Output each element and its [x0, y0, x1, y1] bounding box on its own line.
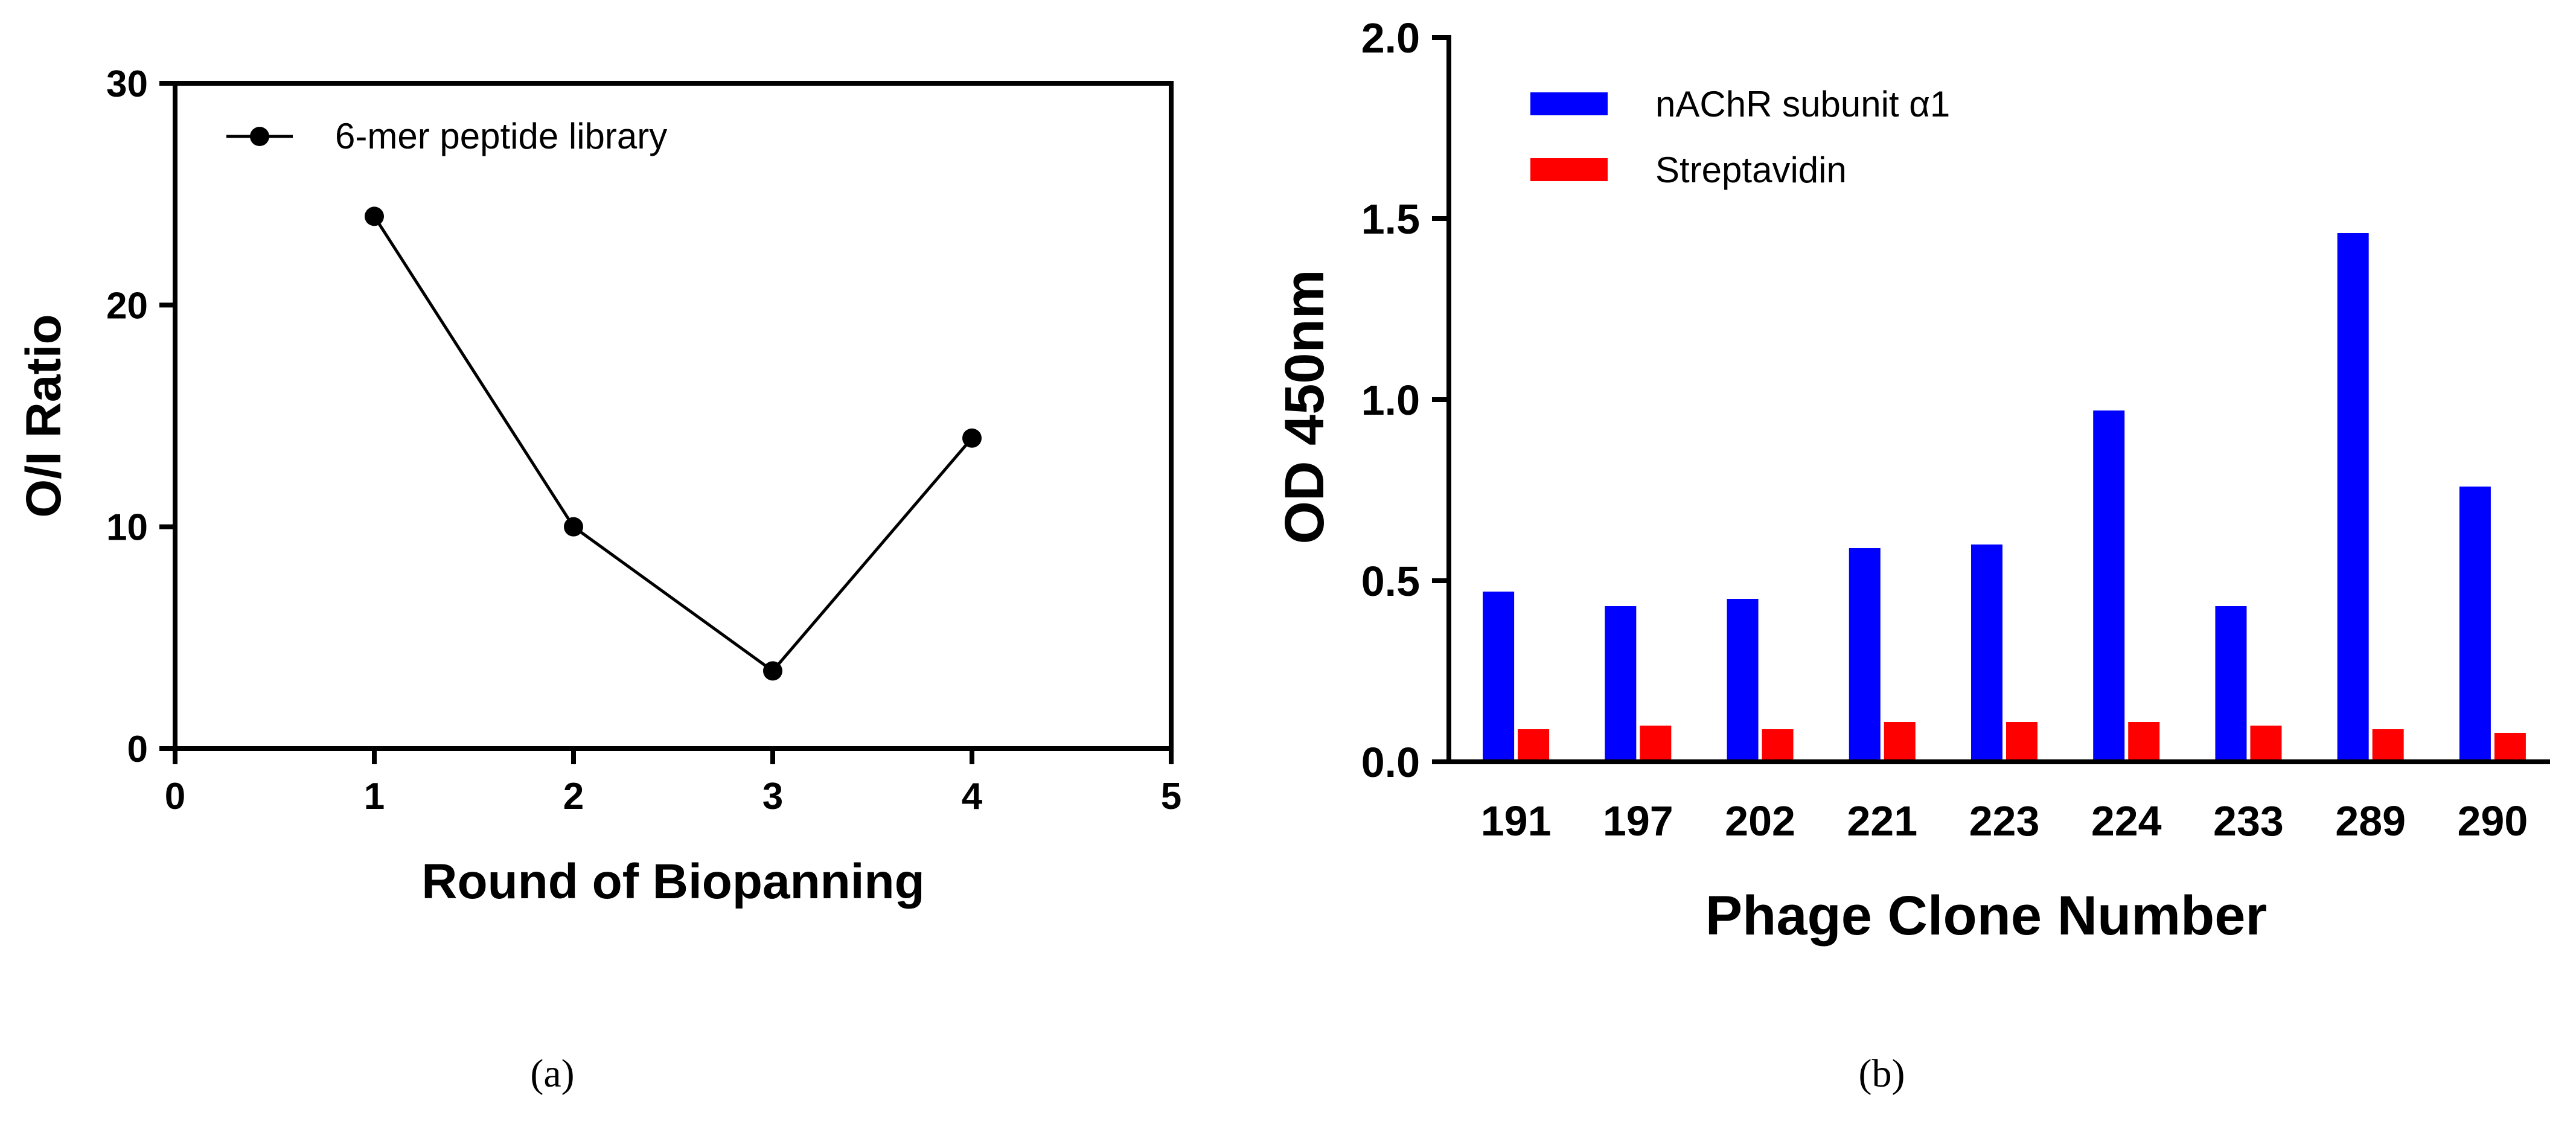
chart-b-x-tick-label: 223 [1969, 797, 2040, 845]
chart-b-bar-nachr [2093, 410, 2125, 762]
chart-b-bar-nachr [2337, 233, 2369, 762]
chart-b-y-axis-title: OD 450nm [1274, 269, 1335, 544]
chart-b-bar-nachr [1605, 606, 1637, 762]
chart-b-bar-streptavidin [1884, 722, 1916, 762]
chart-a-line-chart: 0 1 2 3 4 5 0 10 20 30 6-mer peptide library Roun… [16, 63, 1181, 1096]
chart-b-bar-nachr [2459, 487, 2491, 762]
chart-a-x-axis-title: Round of Biopanning [421, 854, 924, 909]
chart-b-y-tick-label: 1.5 [1361, 196, 1420, 243]
chart-a-legend-marker [250, 127, 269, 146]
chart-a-y-tick-label: 20 [106, 285, 148, 327]
chart-a-x-tick-label: 3 [762, 776, 783, 817]
chart-b-y-tick-label: 2.0 [1361, 14, 1420, 62]
chart-b-x-tick-label: 233 [2213, 797, 2284, 845]
chart-b-y-tick-label: 0.0 [1361, 739, 1420, 786]
chart-a-y-axis-title: O/I Ratio [16, 314, 71, 517]
chart-b-bar-streptavidin [2494, 733, 2526, 762]
chart-a-series-line [372, 216, 973, 673]
chart-b-bar-streptavidin [2128, 722, 2160, 762]
chart-a-legend: 6-mer peptide library [226, 116, 667, 156]
chart-b-x-tick-label: 289 [2335, 797, 2406, 845]
chart-b-x-tick-label: 221 [1847, 797, 1917, 845]
chart-b-bar-streptavidin [2250, 726, 2282, 762]
chart-b-y-tick-label: 1.0 [1361, 377, 1420, 424]
chart-b-panel-label: (b) [1859, 1052, 1905, 1096]
chart-b-bar-nachr [1727, 599, 1759, 762]
chart-a-data-point [564, 517, 583, 537]
chart-a-x-tick-label: 0 [165, 776, 185, 817]
chart-a-data-point [365, 206, 384, 226]
chart-a-data-point [962, 428, 982, 448]
chart-b-bar-streptavidin [1640, 726, 1672, 762]
chart-b-y-tick-label: 0.5 [1361, 558, 1420, 605]
chart-b-tick-layer: 0.0 0.5 1.0 1.5 2.0 191 197 202 221 223 224 233 289 2… [1361, 14, 2528, 845]
chart-a-data-point [763, 661, 782, 681]
chart-b-bar-streptavidin [2006, 722, 2037, 762]
chart-b-marks [1483, 233, 2526, 762]
chart-b-bar-nachr [2215, 606, 2247, 762]
chart-b-legend: nAChR subunit α1 Streptavidin [1530, 84, 1950, 190]
chart-a-y-tick-label: 30 [106, 63, 148, 105]
chart-a-legend-label: 6-mer peptide library [335, 116, 667, 156]
chart-a-y-tick-label: 0 [127, 729, 148, 770]
chart-b-legend-swatch-streptavidin [1530, 158, 1608, 181]
chart-b-x-tick-label: 224 [2091, 797, 2162, 845]
chart-b-bar-nachr [1849, 548, 1881, 762]
chart-a-x-tick-label: 5 [1161, 776, 1181, 817]
chart-a-panel-label: (a) [530, 1052, 574, 1096]
chart-b-x-tick-label: 290 [2457, 797, 2528, 845]
chart-b-x-tick-label: 197 [1603, 797, 1673, 845]
chart-a-x-tick-label: 2 [563, 776, 584, 817]
chart-b-x-tick-label: 202 [1725, 797, 1795, 845]
chart-b-bar-streptavidin [1762, 729, 1794, 762]
chart-b-bar-chart: 0.0 0.5 1.0 1.5 2.0 191 197 202 221 223 224 233 289 2… [1274, 14, 2550, 1096]
chart-a-marks [365, 206, 982, 681]
chart-b-bar-streptavidin [2372, 729, 2404, 762]
chart-b-x-axis-title: Phage Clone Number [1705, 885, 2267, 947]
chart-b-x-tick-label: 191 [1481, 797, 1552, 845]
chart-b-legend-label-streptavidin: Streptavidin [1655, 150, 1847, 190]
chart-a-y-tick-label: 10 [106, 507, 148, 549]
chart-a-x-tick-label: 4 [962, 776, 983, 817]
chart-b-bar-nachr [1483, 592, 1515, 762]
chart-b-bar-nachr [1971, 545, 2002, 762]
chart-b-bar-streptavidin [1518, 729, 1550, 762]
chart-a-tick-layer: 0 1 2 3 4 5 0 10 20 30 [106, 63, 1181, 817]
chart-b-legend-swatch-nachr [1530, 92, 1608, 115]
chart-b-legend-label-nachr: nAChR subunit α1 [1655, 84, 1950, 124]
chart-a-x-tick-label: 1 [364, 776, 385, 817]
